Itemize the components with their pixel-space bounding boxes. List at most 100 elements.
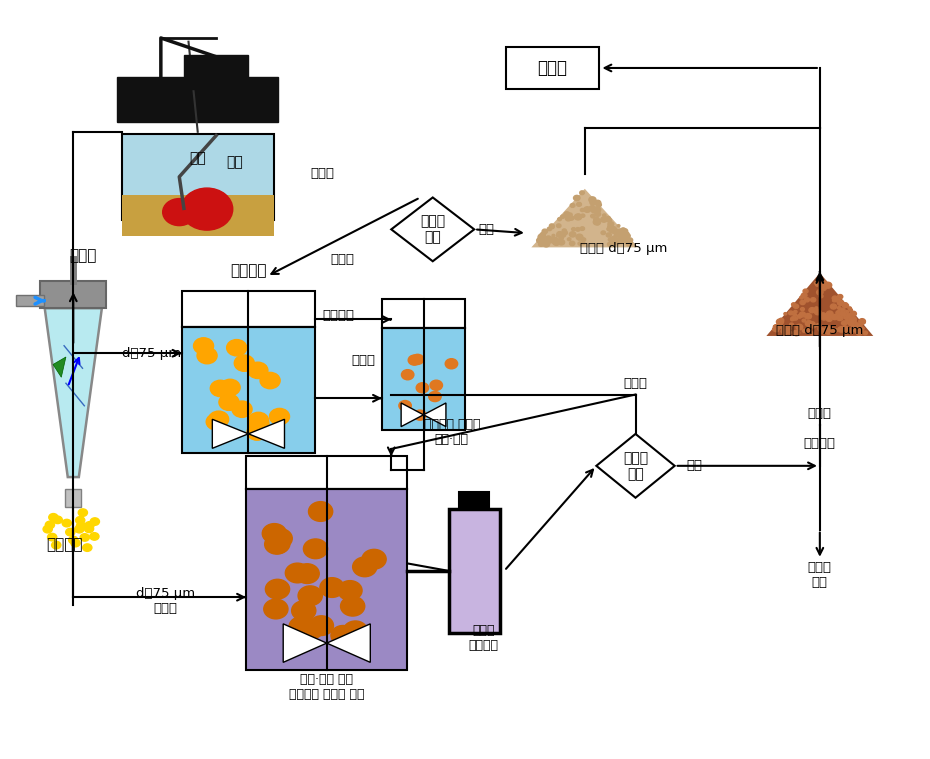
Circle shape xyxy=(626,241,631,246)
Circle shape xyxy=(855,327,859,332)
Circle shape xyxy=(836,315,844,320)
Circle shape xyxy=(624,233,631,238)
Circle shape xyxy=(784,313,787,315)
Circle shape xyxy=(576,235,583,240)
Circle shape xyxy=(838,326,844,332)
Circle shape xyxy=(621,228,626,231)
FancyBboxPatch shape xyxy=(122,134,273,220)
Circle shape xyxy=(790,318,794,321)
Circle shape xyxy=(847,329,852,332)
Circle shape xyxy=(546,236,551,240)
Circle shape xyxy=(550,224,554,228)
Circle shape xyxy=(595,212,601,216)
Polygon shape xyxy=(596,434,674,498)
Circle shape xyxy=(559,236,564,240)
Circle shape xyxy=(570,203,575,207)
Circle shape xyxy=(331,625,355,645)
Circle shape xyxy=(774,325,779,329)
Circle shape xyxy=(556,235,560,237)
Circle shape xyxy=(610,241,614,244)
Circle shape xyxy=(607,242,613,247)
Circle shape xyxy=(593,207,601,213)
Circle shape xyxy=(594,200,601,206)
Circle shape xyxy=(802,320,805,322)
Circle shape xyxy=(220,380,240,395)
Circle shape xyxy=(193,338,214,354)
Circle shape xyxy=(847,329,853,333)
Circle shape xyxy=(818,282,822,285)
Circle shape xyxy=(847,316,852,320)
Text: 준설: 준설 xyxy=(226,155,243,168)
Circle shape xyxy=(537,238,542,243)
Circle shape xyxy=(580,227,585,231)
Circle shape xyxy=(564,212,570,216)
Circle shape xyxy=(80,534,89,541)
Circle shape xyxy=(48,514,58,521)
Circle shape xyxy=(546,238,553,243)
Circle shape xyxy=(85,525,94,533)
Circle shape xyxy=(790,323,793,326)
Circle shape xyxy=(247,424,267,440)
Circle shape xyxy=(557,231,563,236)
Circle shape xyxy=(618,235,623,238)
Circle shape xyxy=(801,307,804,310)
Circle shape xyxy=(804,313,812,319)
Circle shape xyxy=(606,218,612,222)
Circle shape xyxy=(51,541,60,549)
Circle shape xyxy=(605,216,610,220)
Text: 부적합: 부적합 xyxy=(623,376,647,390)
Circle shape xyxy=(773,327,777,331)
Circle shape xyxy=(832,299,836,302)
Circle shape xyxy=(805,320,812,326)
Circle shape xyxy=(817,323,821,327)
Circle shape xyxy=(538,238,543,242)
Circle shape xyxy=(43,525,52,533)
Circle shape xyxy=(609,242,615,247)
Circle shape xyxy=(219,394,239,411)
Circle shape xyxy=(552,239,560,244)
Circle shape xyxy=(340,597,365,616)
Circle shape xyxy=(399,401,411,411)
Circle shape xyxy=(819,285,827,291)
Circle shape xyxy=(810,322,815,326)
Circle shape xyxy=(577,203,581,206)
Circle shape xyxy=(608,225,612,228)
Circle shape xyxy=(811,324,816,328)
Circle shape xyxy=(825,329,832,334)
Circle shape xyxy=(618,225,620,227)
Circle shape xyxy=(837,307,841,310)
Circle shape xyxy=(859,323,863,326)
Circle shape xyxy=(540,232,546,237)
Circle shape xyxy=(69,536,78,543)
Circle shape xyxy=(815,307,818,310)
Circle shape xyxy=(292,601,316,621)
Circle shape xyxy=(430,380,443,390)
Circle shape xyxy=(614,229,619,234)
Circle shape xyxy=(53,516,62,524)
Circle shape xyxy=(578,242,582,245)
Circle shape xyxy=(777,319,784,325)
Circle shape xyxy=(610,242,614,245)
Circle shape xyxy=(264,599,288,619)
Circle shape xyxy=(560,241,564,244)
Circle shape xyxy=(802,293,807,298)
Circle shape xyxy=(568,213,572,216)
Circle shape xyxy=(855,329,859,333)
Circle shape xyxy=(855,328,859,332)
Circle shape xyxy=(858,328,863,332)
Circle shape xyxy=(816,284,819,286)
Circle shape xyxy=(550,237,553,240)
Circle shape xyxy=(74,525,84,533)
Circle shape xyxy=(579,191,584,194)
Circle shape xyxy=(837,301,844,306)
Circle shape xyxy=(858,325,861,327)
Circle shape xyxy=(621,228,628,234)
Circle shape xyxy=(804,289,808,293)
Circle shape xyxy=(575,214,582,220)
Circle shape xyxy=(848,320,855,326)
Circle shape xyxy=(601,231,605,235)
Circle shape xyxy=(617,238,623,243)
Circle shape xyxy=(815,282,817,285)
Polygon shape xyxy=(45,308,102,477)
Circle shape xyxy=(820,280,827,285)
